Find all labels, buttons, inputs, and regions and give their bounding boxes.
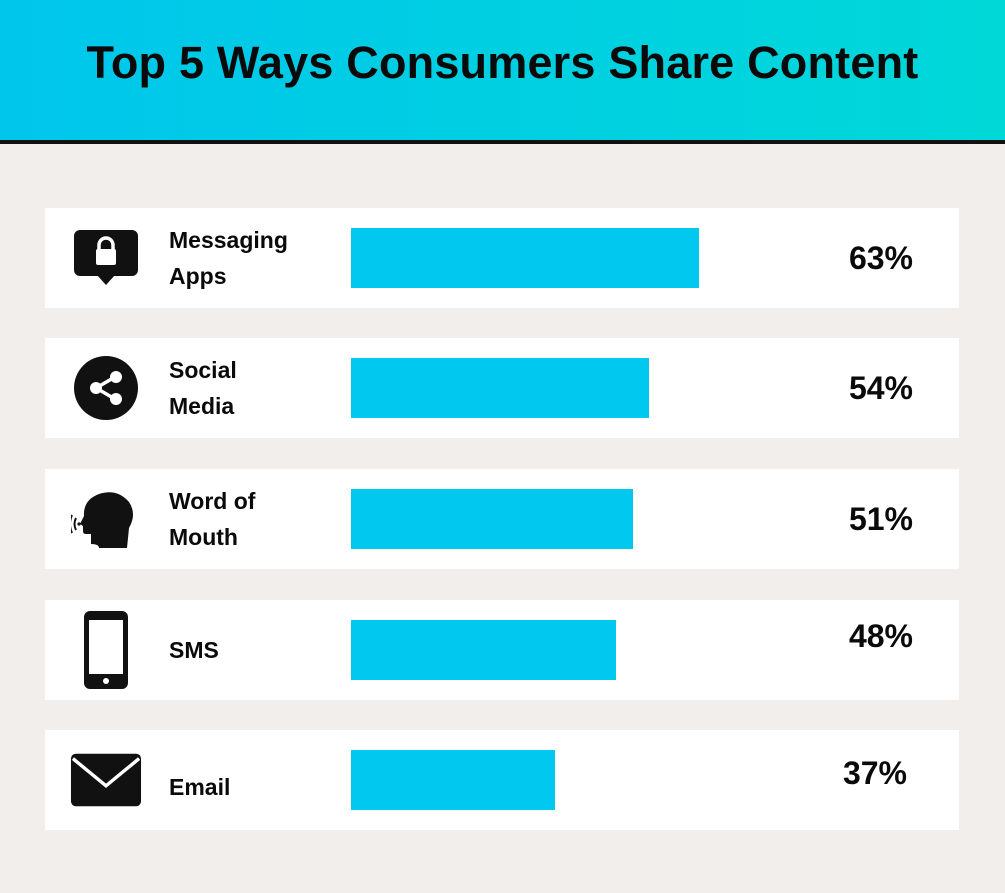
bar-row-word-of-mouth: Word of Mouth 51% (45, 469, 959, 569)
envelope-icon (70, 744, 142, 816)
bar-value-label: 63% (848, 239, 913, 276)
bar-value-label: 37% (842, 754, 907, 791)
bar-value-label: 48% (848, 617, 913, 654)
bar-social-media (351, 358, 650, 418)
bar-sms (351, 620, 617, 680)
bar-email (351, 750, 556, 810)
bar-row-messaging-apps: Messaging Apps 63% (45, 208, 959, 308)
bar-label: Email (169, 774, 231, 800)
bar-value-label: 54% (848, 369, 913, 406)
bar-label: SMS (169, 637, 219, 663)
share-icon (70, 352, 142, 424)
bar-row-sms: SMS 48% (45, 600, 959, 700)
smartphone-icon (70, 611, 142, 689)
bar-word-of-mouth (351, 489, 633, 549)
bar-label: Social Media (169, 357, 237, 419)
bar-row-social-media: Social Media 54% (45, 338, 959, 438)
chart-title: Top 5 Ways Consumers Share Content (86, 37, 919, 88)
speaking-head-icon (70, 483, 142, 555)
chat-lock-icon (70, 222, 142, 294)
bar-row-email: Email 37% (45, 730, 959, 830)
bar-value-label: 51% (848, 500, 913, 537)
bar-label: Word of Mouth (169, 488, 256, 550)
bar-messaging-apps (351, 228, 699, 288)
bar-label: Messaging Apps (169, 227, 288, 289)
header-banner: Top 5 Ways Consumers Share Content (0, 0, 1005, 144)
